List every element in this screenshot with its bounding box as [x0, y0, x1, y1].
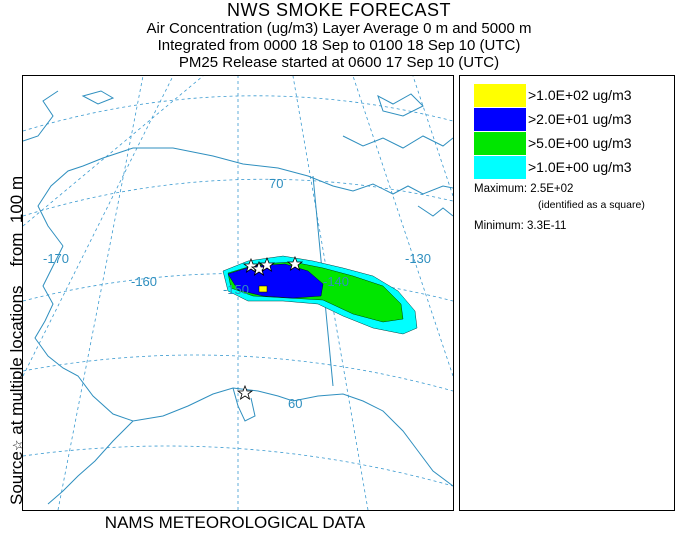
alaska-coast: [37, 147, 453, 247]
lon-label-170: -170: [43, 251, 69, 266]
source-star-icon: [236, 384, 254, 400]
subtitle-concentration: Air Concentration (ug/m3) Layer Average …: [146, 20, 532, 37]
lat-label-60: 60: [288, 396, 302, 411]
lon-label-140: -140: [323, 274, 349, 289]
smoke-plume: [222, 255, 418, 335]
lat-label-70: 70: [269, 176, 283, 191]
canada-arctic-islands: [342, 135, 453, 149]
lat-line-55: [23, 445, 453, 487]
maximum-label: Maximum:: [474, 183, 531, 195]
legend-swatch-yellow: [474, 84, 526, 107]
alaska-west-coast: [34, 245, 453, 487]
aleutian-chain: [47, 420, 134, 505]
maximum-note: (identified as a square): [538, 199, 645, 211]
subtitle-integration-period: Integrated from 0000 18 Sep to 0100 18 S…: [157, 37, 521, 54]
legend-swatch-green: [474, 132, 526, 155]
lon-label-150: -150: [223, 282, 249, 297]
coastlines: [23, 90, 453, 505]
concentration-legend: >1.0E+02 ug/m3 >2.0E+01 ug/m3 >5.0E+00 u…: [459, 75, 675, 511]
meteorological-data-footer: NAMS METEOROLOGICAL DATA: [104, 513, 366, 532]
minimum-info: Minimum: 3.3E-11: [474, 220, 566, 232]
lon-line-180: [57, 76, 144, 510]
maximum-info: Maximum: 2.5E+02: [474, 183, 573, 195]
grid-labels: -170 -160 -150 -140 -130 70 60: [43, 176, 431, 411]
legend-label-20: >2.0E+01 ug/m3: [528, 111, 632, 127]
lon-line-140: [292, 76, 369, 510]
arctic-island-2: [417, 205, 453, 217]
wrangel-island: [81, 90, 115, 105]
legend-label-5: >5.0E+00 ug/m3: [528, 135, 632, 151]
source-star-icon: [286, 255, 304, 271]
fire-sources: [236, 255, 304, 400]
legend-label-1: >1.0E+00 ug/m3: [528, 159, 632, 175]
plume-level-yellow: [258, 285, 268, 293]
lon-line-170: [23, 76, 174, 377]
legend-label-100: >1.0E+02 ug/m3: [528, 87, 632, 103]
legend-swatch-cyan: [474, 156, 526, 179]
source-star-icon: [258, 256, 276, 272]
lat-line-60: [23, 354, 453, 392]
kenai-peninsula: [232, 387, 256, 422]
smoke-map: -170 -160 -150 -140 -130 70 60: [22, 75, 454, 511]
lon-line-120: [412, 76, 453, 197]
lat-line-70: [23, 178, 453, 217]
map-canvas: -170 -160 -150 -140 -130 70 60: [23, 76, 453, 510]
minimum-label: Minimum:: [474, 220, 528, 232]
legend-swatch-blue: [474, 108, 526, 131]
subtitle-release-start: PM25 Release started at 0600 17 Sep 10 (…: [178, 54, 500, 71]
forecast-title: NWS SMOKE FORECAST: [226, 0, 451, 20]
lon-label-130: -130: [405, 251, 431, 266]
lon-label-160: -160: [131, 274, 157, 289]
minimum-value: 3.3E-11: [527, 220, 567, 232]
chukotka-coast: [23, 90, 59, 142]
lon-line-130: [352, 76, 453, 377]
arctic-island-1: [377, 93, 424, 117]
maximum-value: 2.5E+02: [530, 183, 574, 195]
